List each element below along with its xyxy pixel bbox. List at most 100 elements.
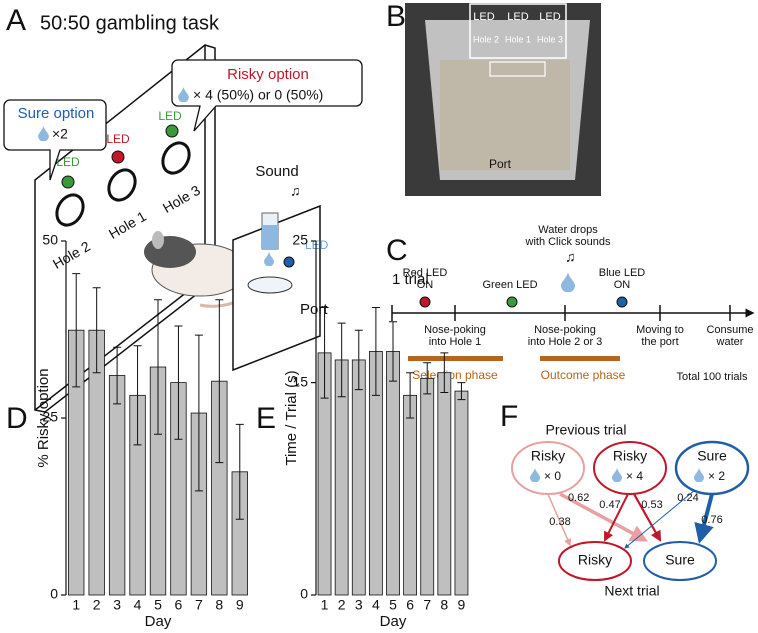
note-icon: ♫ (565, 249, 576, 265)
y-tick-label: 50 (42, 232, 58, 248)
hole (55, 193, 85, 227)
error-bar (423, 362, 432, 395)
x-tick-label: 4 (134, 597, 142, 613)
y-tick-label: 25 (42, 409, 58, 425)
inset-frame (469, 3, 567, 59)
node-label: Sure (665, 552, 695, 568)
led (111, 150, 125, 164)
arrow (694, 493, 714, 544)
error-bar (133, 345, 142, 446)
y-tick-label: 15 (292, 373, 308, 389)
step-label: into Hole 1 (429, 336, 482, 348)
timeline-ticks (391, 305, 731, 321)
arrow (624, 489, 696, 549)
arrow (633, 493, 662, 542)
x-tick-label: 1 (72, 597, 80, 613)
led (283, 256, 295, 268)
error-bar (440, 352, 449, 394)
arrow (547, 493, 572, 547)
event-label: with Click sounds (525, 236, 611, 248)
node (643, 541, 717, 581)
step-label: into Hole 2 or 3 (528, 336, 603, 348)
x-tick-label: 5 (154, 597, 162, 613)
error-bar (389, 321, 397, 382)
error-bar (235, 423, 244, 520)
risky-amount: × 4 (50%) or 0 (50%) (193, 87, 323, 103)
panel-b: LED LED LED Hole 2 Hole 1 Hole 3 Port (405, 3, 601, 196)
y-axis-label: % Risky option (35, 368, 52, 467)
panel-label: A (6, 4, 26, 37)
bar (351, 359, 366, 596)
hole (161, 141, 191, 175)
x-tick-label: 6 (406, 597, 414, 613)
bar (403, 394, 418, 596)
arrow (604, 493, 629, 542)
led-label: LED (56, 155, 80, 169)
event-label: ON (614, 279, 631, 291)
x-tick-label: 4 (372, 597, 380, 613)
node-label: Risky (578, 552, 612, 568)
led (419, 296, 431, 308)
event-label: Water drops (538, 224, 598, 236)
step-label: the port (641, 336, 678, 348)
led-label: LED (158, 109, 182, 123)
board-edge (34, 277, 206, 411)
step-label: water (716, 336, 744, 348)
bar (437, 372, 452, 596)
panel-c: 1 trial Red LED ON Green LED Water drops… (391, 224, 755, 383)
error-bar (457, 382, 466, 401)
port-label: Port (489, 157, 512, 171)
y-tick-label: 25 (292, 232, 308, 248)
led-label: LED (507, 11, 528, 23)
led-label: LED (539, 11, 560, 23)
x-tick-label: 6 (175, 597, 183, 613)
step-label: Moving to (636, 324, 684, 336)
step-label: Nose-poking (424, 324, 486, 336)
panel-label: D (6, 402, 28, 435)
rat-head (144, 236, 196, 268)
port-label: Port (300, 301, 328, 318)
x-tick-label: 8 (440, 597, 448, 613)
x-tick-label: 2 (338, 597, 346, 613)
sure-amount: ×2 (52, 126, 68, 142)
sure-option: Sure option (18, 105, 95, 122)
x-tick-label: 2 (93, 597, 101, 613)
led-label: LED (106, 132, 130, 146)
next-title: Next trial (604, 583, 659, 599)
error-bar (406, 372, 415, 419)
hole-label: Hole 3 (537, 34, 563, 44)
hole-label: Hole 2 (473, 34, 499, 44)
probability: 0.76 (701, 514, 722, 526)
node-amount: × 4 (626, 469, 643, 483)
panel-label: C (386, 234, 408, 267)
led (61, 175, 75, 189)
phase-bar (408, 356, 503, 361)
hole (107, 168, 137, 202)
led (165, 124, 179, 138)
y-tick-label: 0 (50, 586, 58, 602)
bar-chart: 0 25 50 % Risky option Day 1 2 3 4 5 6 7 8 9 (35, 232, 248, 630)
panel-a: 50:50 gambling task Sure option ×2 Risky… (3, 12, 363, 413)
node-label: Risky (531, 448, 565, 464)
bar (386, 351, 400, 596)
node-amount: × 2 (708, 469, 725, 483)
probability: 0.24 (677, 492, 698, 504)
phase-bar (540, 356, 620, 361)
event-label: Blue LED (599, 267, 646, 279)
error-bar (72, 273, 81, 388)
x-tick-label: 8 (215, 597, 223, 613)
inset-source (489, 61, 546, 77)
x-tick-label: 9 (458, 597, 466, 613)
panel-label: F (500, 400, 518, 433)
step-label: Consume (706, 324, 753, 336)
node-amount: × 0 (544, 469, 561, 483)
x-tick-label: 7 (195, 597, 203, 613)
node (593, 441, 667, 495)
bar (454, 390, 469, 596)
error-bar (354, 329, 363, 391)
probability: 0.38 (549, 516, 570, 528)
error-bar (154, 299, 162, 435)
y-tick-label: 0 (300, 586, 308, 602)
arrow (559, 492, 649, 542)
bar (420, 377, 435, 596)
